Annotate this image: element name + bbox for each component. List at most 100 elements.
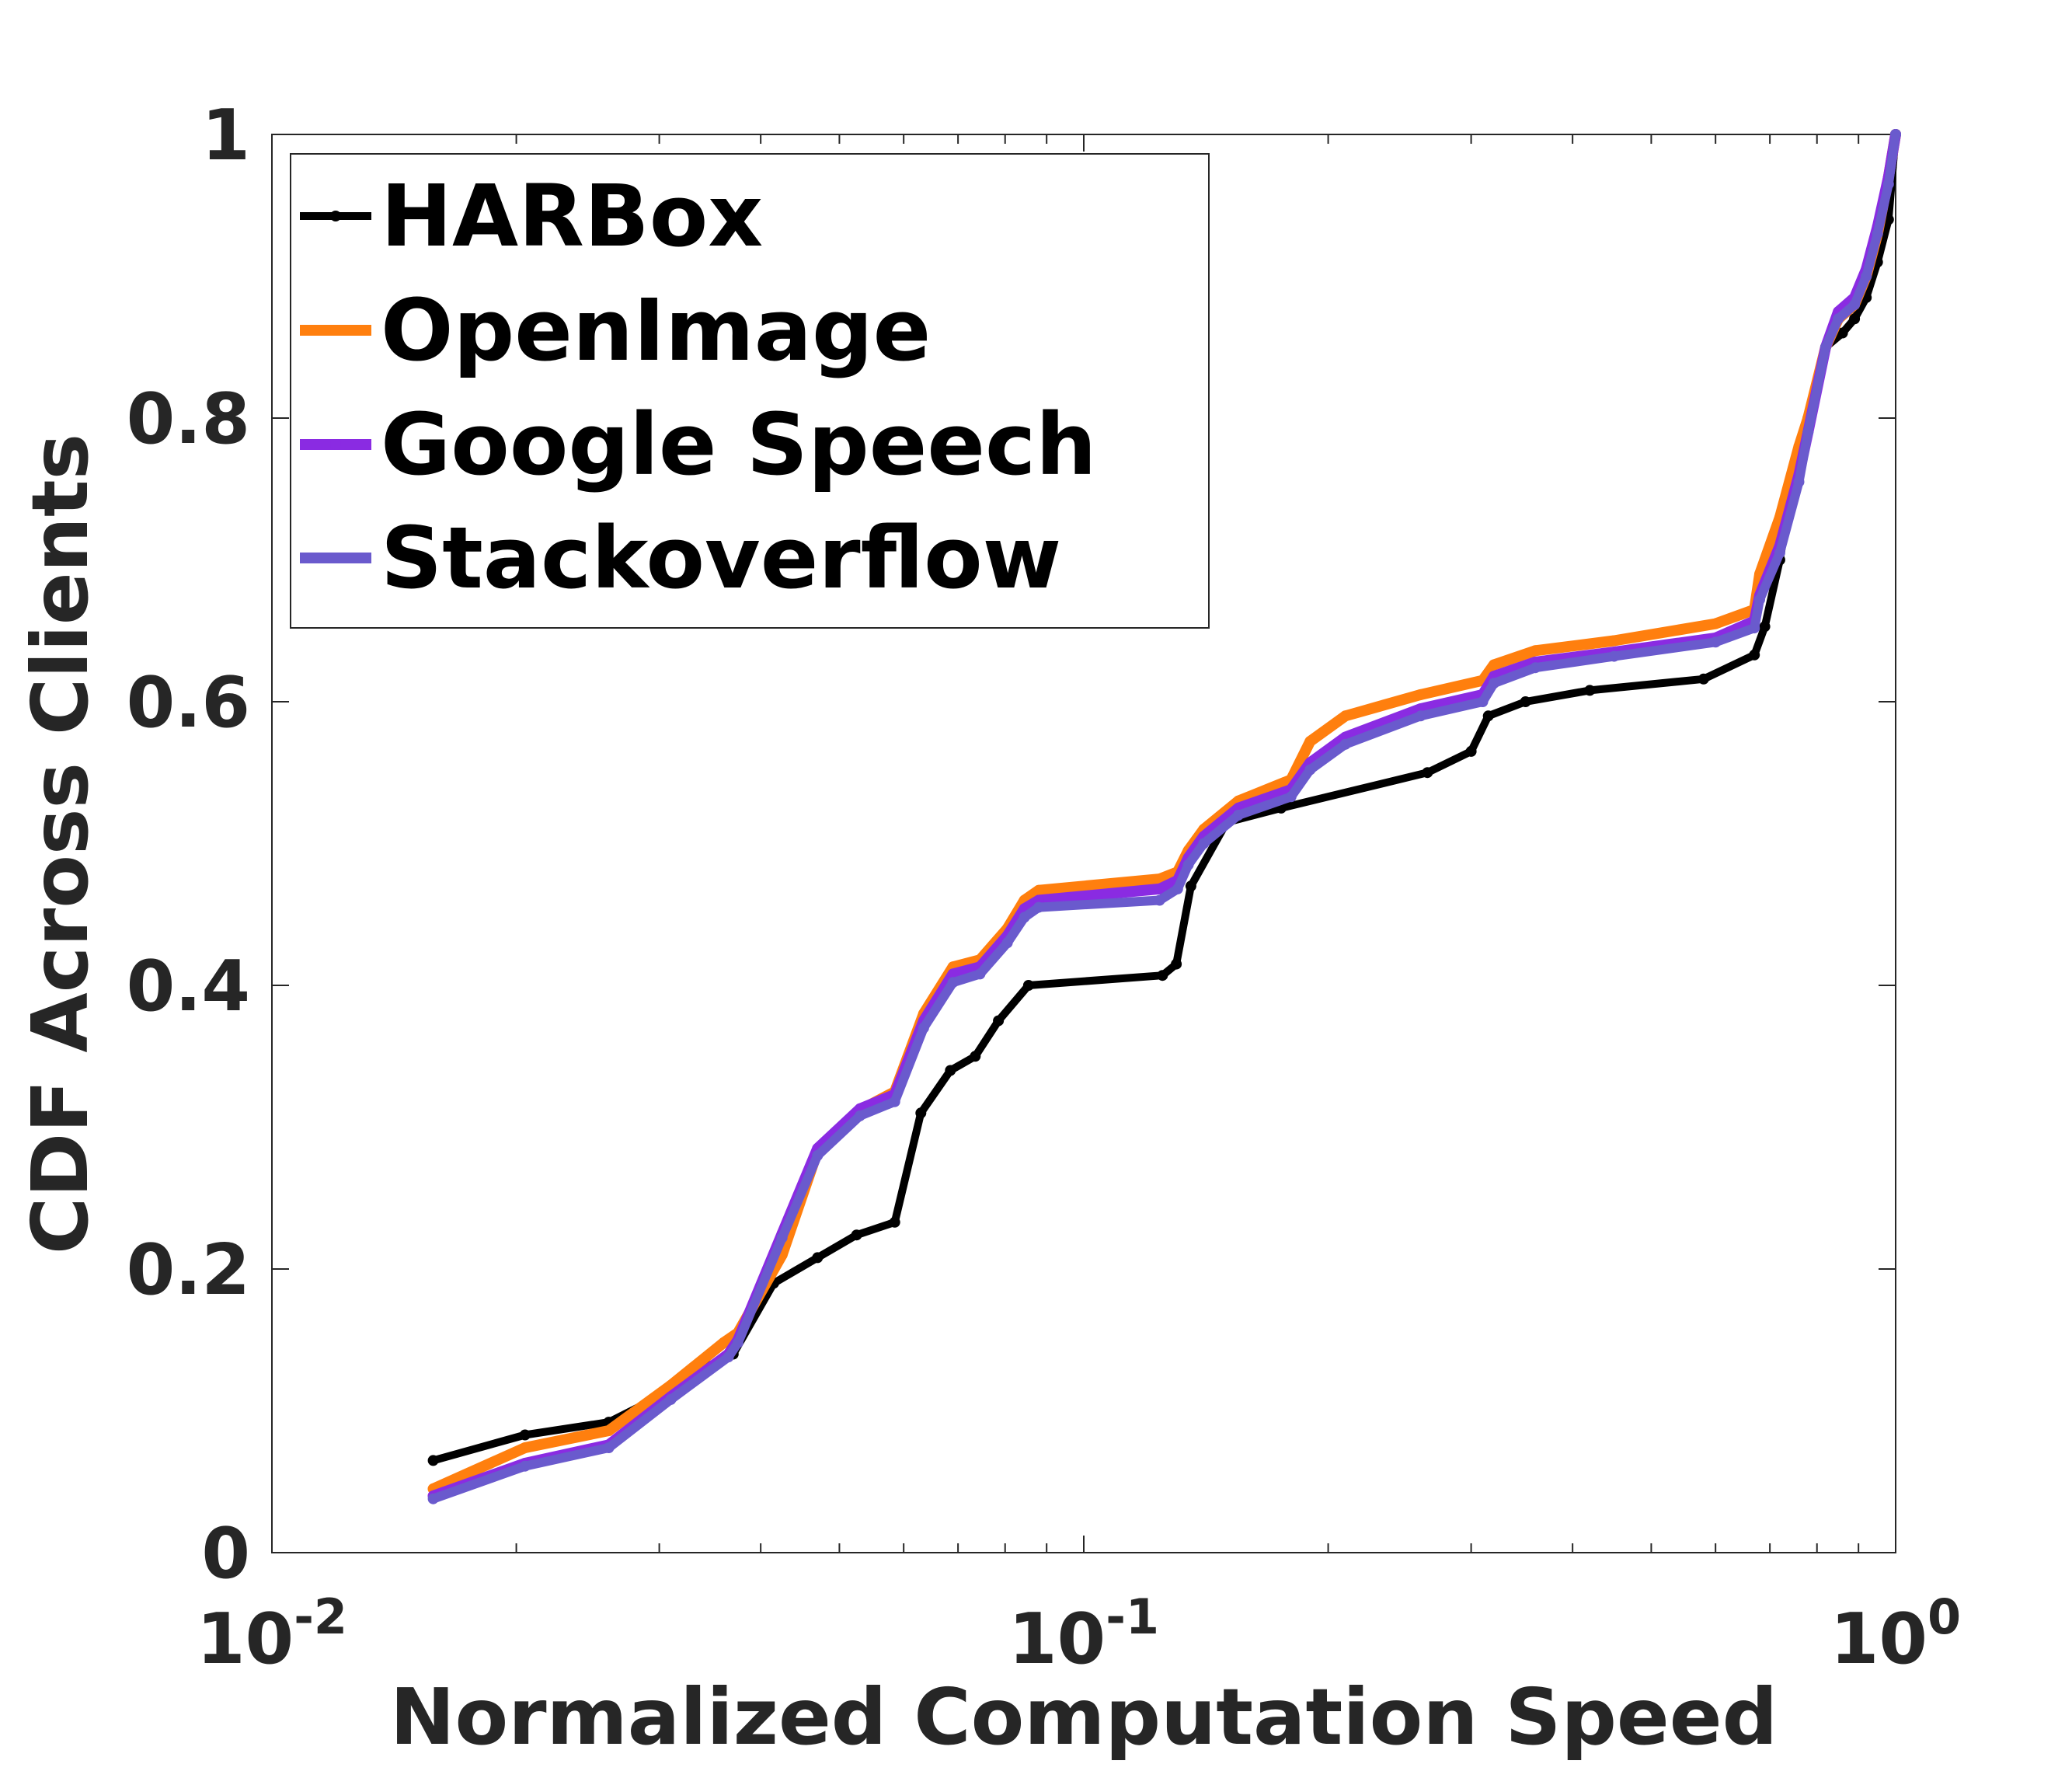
data-point (1304, 764, 1316, 776)
data-point (1710, 636, 1722, 648)
data-point (519, 1460, 531, 1472)
legend-label: Google Speech (381, 395, 1096, 494)
data-point (732, 1337, 743, 1348)
data-point (915, 1107, 927, 1119)
data-point (519, 1429, 531, 1441)
data-point (1033, 884, 1044, 896)
x-tick-label-exponent: -2 (294, 1588, 347, 1645)
data-point (1861, 270, 1872, 282)
data-point (851, 1229, 862, 1241)
data-point (812, 1252, 824, 1264)
data-point (519, 1442, 531, 1453)
data-point (1488, 678, 1499, 689)
data-point (1304, 736, 1316, 748)
data-point (665, 1393, 677, 1405)
data-point (1422, 767, 1433, 779)
data-point (945, 1065, 956, 1076)
legend-label: Stackoverflow (381, 508, 1061, 608)
data-point (718, 1337, 730, 1348)
data-point (1882, 178, 1894, 190)
data-point (1339, 710, 1351, 722)
data-point (427, 1493, 439, 1504)
legend-item: OpenImage (300, 281, 931, 380)
legend-label: HARBox (381, 166, 763, 266)
data-point (1339, 738, 1351, 750)
data-point (1584, 685, 1596, 696)
series-layer (427, 129, 1901, 1504)
data-point (1465, 745, 1477, 757)
data-point (1415, 710, 1426, 722)
data-point (1154, 894, 1165, 906)
series-line (428, 130, 1900, 1504)
legend-marker (330, 211, 341, 221)
data-point (1710, 618, 1722, 629)
x-tick-label-base: 10 (197, 1598, 294, 1680)
y-tick-label: 1 (201, 95, 250, 176)
data-point (1198, 838, 1210, 849)
x-tick-label: 100 (1830, 1588, 1961, 1680)
data-point (776, 1232, 788, 1243)
y-tick-label: 0.4 (127, 946, 250, 1027)
x-tick-label-base: 10 (1008, 1598, 1106, 1680)
x-tick-label-exponent: 0 (1927, 1588, 1961, 1645)
data-point (1033, 901, 1044, 913)
legend-item: Stackoverflow (300, 508, 1061, 608)
data-point (1530, 645, 1541, 657)
legend-item: HARBox (300, 166, 763, 266)
data-point (1793, 476, 1805, 488)
data-point (1774, 547, 1785, 559)
y-axis-ticks: 0 0.2 0.4 0.6 0.8 1 (127, 95, 1896, 1595)
data-point (1154, 883, 1165, 894)
data-point (427, 1455, 439, 1466)
data-point (1749, 622, 1760, 634)
data-point (1759, 621, 1771, 633)
data-point (1001, 937, 1013, 949)
data-point (970, 1051, 981, 1062)
data-point (1415, 689, 1426, 700)
data-point (918, 1022, 929, 1034)
data-point (1172, 883, 1183, 894)
data-point (889, 1096, 900, 1107)
x-tick-label-base: 10 (1830, 1598, 1927, 1680)
data-point (1488, 659, 1499, 671)
data-point (1022, 980, 1034, 991)
data-point (1285, 791, 1297, 803)
data-point (1749, 649, 1760, 661)
legend-label: OpenImage (381, 281, 931, 380)
x-tick-label: 10-2 (197, 1588, 347, 1680)
data-point (854, 1110, 865, 1121)
data-point (1520, 696, 1531, 707)
x-axis-label: Normalized Computation Speed (390, 1672, 1778, 1762)
legend-marker (330, 439, 341, 450)
data-point (1754, 594, 1765, 605)
legend-marker (330, 553, 341, 563)
data-point (1482, 710, 1494, 722)
legend-marker (330, 325, 341, 336)
y-tick-label: 0.6 (127, 662, 250, 744)
legend: HARBox OpenImage Google Speech Stackoverflo… (290, 153, 1210, 629)
data-point (723, 1351, 734, 1363)
y-axis-label: CDF Across Clients (15, 434, 106, 1254)
data-point (1698, 673, 1709, 685)
series-stackoverflow (427, 129, 1901, 1504)
x-axis-ticks: 10-2 10-1 100 (197, 134, 1961, 1680)
data-point (1157, 970, 1168, 981)
data-point (1802, 427, 1814, 438)
data-point (1833, 313, 1844, 325)
data-point (1608, 635, 1620, 647)
data-point (1608, 650, 1620, 662)
data-point (1820, 341, 1831, 353)
data-point (812, 1150, 824, 1161)
data-point (1849, 313, 1861, 325)
x-tick-label: 10-1 (1008, 1588, 1159, 1680)
data-point (1232, 810, 1244, 821)
data-point (947, 977, 959, 988)
data-point (1477, 696, 1489, 707)
data-point (603, 1425, 615, 1436)
data-point (1890, 129, 1901, 140)
y-tick-label: 0.2 (127, 1229, 250, 1311)
y-tick-label: 0 (201, 1513, 250, 1595)
data-point (974, 968, 986, 980)
x-tick-label-exponent: -1 (1106, 1588, 1159, 1645)
